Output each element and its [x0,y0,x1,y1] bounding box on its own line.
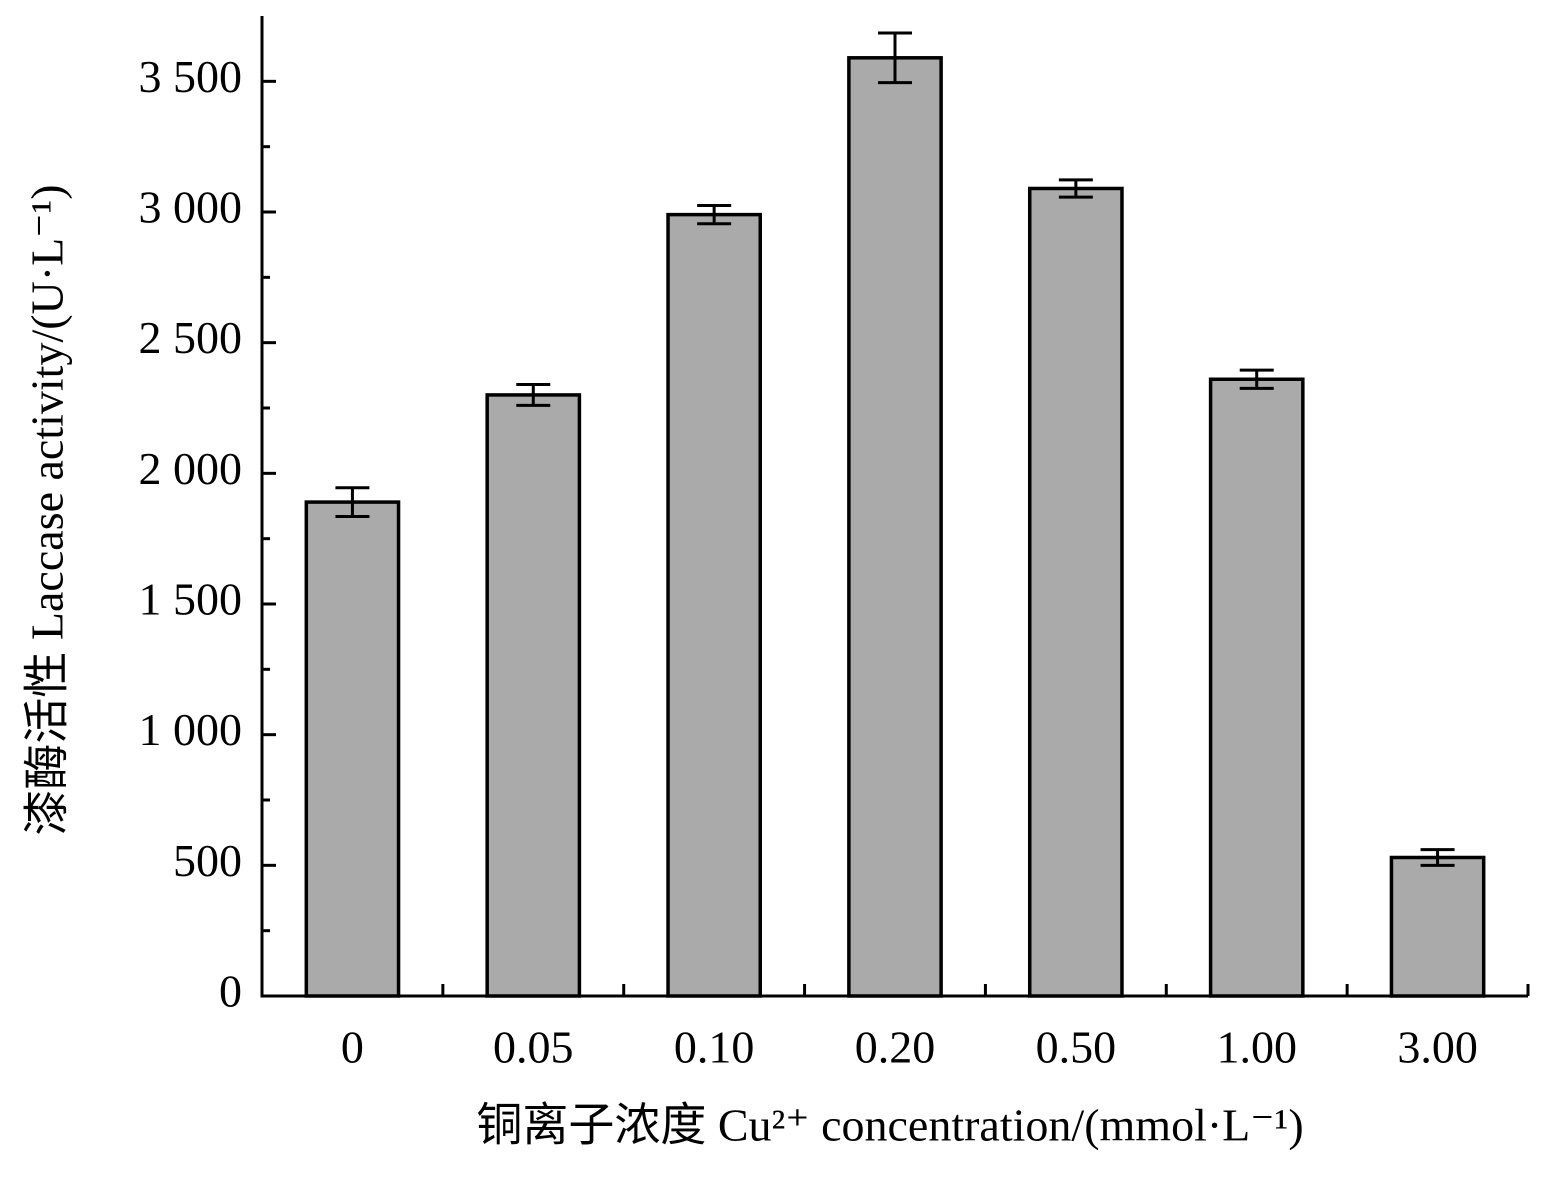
bar [666,212,763,998]
x-tick-label: 3.00 [1397,1022,1478,1073]
y-tick-label: 2 000 [139,443,243,494]
bar [304,500,401,998]
error-bar [1239,368,1274,390]
y-tick-label: 3 500 [139,51,243,102]
error-bar [1058,178,1093,199]
error-bar [878,31,912,85]
x-tick-label: 0.05 [493,1022,574,1073]
bar [1389,855,1486,998]
y-tick-label: 500 [173,835,242,886]
error-bar [516,382,551,407]
error-bar [1420,848,1455,867]
bar [847,56,943,998]
x-tick-label: 0 [341,1022,364,1073]
x-tick-label: 0.50 [1036,1022,1117,1073]
x-axis-label: 铜离子浓度 Cu²⁺ concentration/(mmol·L⁻¹) [476,1100,1303,1151]
x-tick-label: 1.00 [1216,1022,1297,1073]
y-tick-label: 1 000 [139,704,243,755]
bar [485,393,582,998]
bar [1208,377,1305,998]
y-tick-label: 3 000 [139,182,243,233]
bar [1027,186,1124,998]
y-tick-label: 0 [219,966,242,1017]
y-tick-label: 2 500 [139,312,243,363]
x-tick-label: 0.20 [855,1022,936,1073]
x-tick-label: 0.10 [674,1022,755,1073]
y-axis-label: 漆酶活性 Laccase activity/(U·L⁻¹) [22,184,73,835]
error-bar [697,203,732,226]
error-bar [335,486,370,518]
y-tick-label: 1 500 [139,574,243,625]
